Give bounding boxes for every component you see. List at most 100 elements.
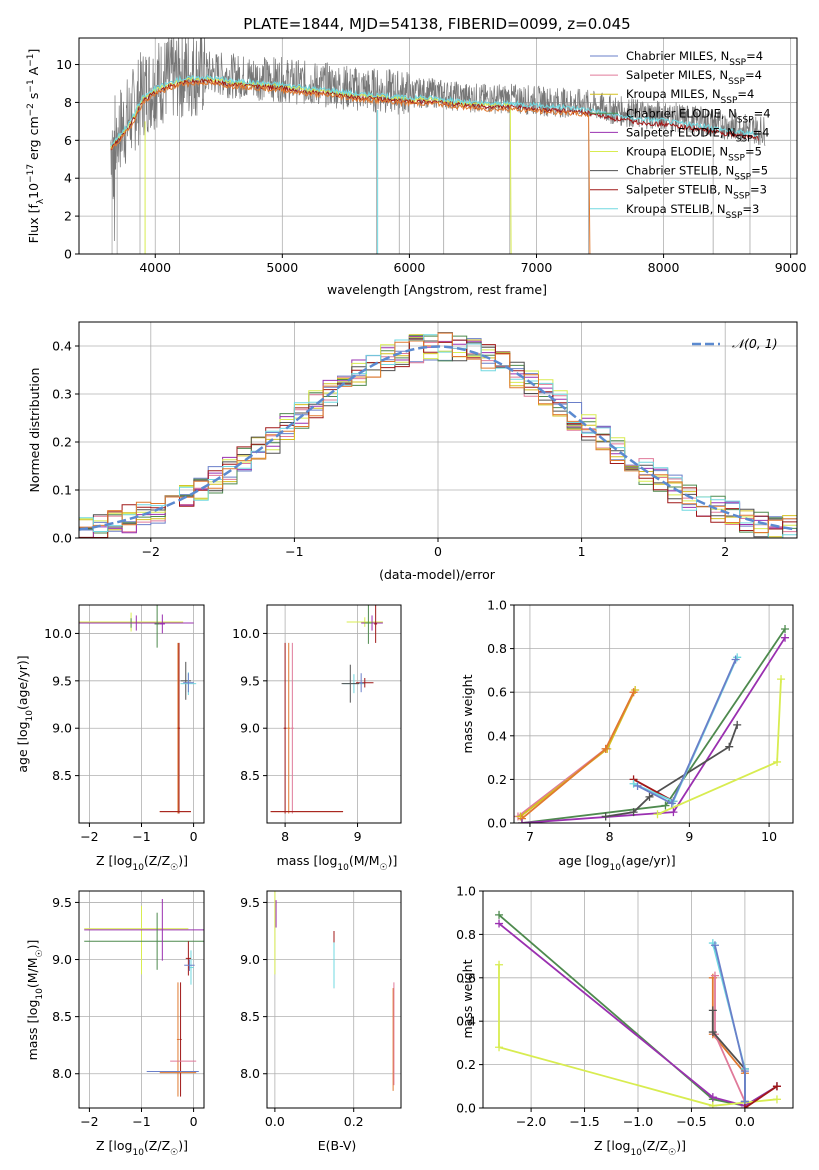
series-line [498, 922, 778, 1107]
tick-label-x: 2 [721, 544, 729, 559]
axes-massweight_vs_Z: −2.0 −1.5 −1.0 −0.5 0.0 0.0 0.2 0.4 0.6 0.8 1.0 [456, 884, 794, 1129]
x-axis-label: age [log10(age/yr)] [558, 853, 675, 873]
data-point [740, 1067, 749, 1076]
legend-label: Kroupa MILES, NSSP=4 [626, 87, 754, 106]
model-spectrum [110, 75, 512, 254]
legend-label: Salpeter ELODIE, NSSP=4 [626, 125, 769, 144]
y-axis-label: mass [log10(M/M☉)] [25, 940, 45, 1061]
tick-label-y: 9.0 [52, 952, 72, 967]
tick-label-x: 0 [190, 829, 198, 844]
data-point [740, 1104, 749, 1108]
legend-label: Salpeter MILES, NSSP=4 [626, 68, 762, 87]
series-line [637, 659, 737, 805]
tick-label-x: 7000 [521, 260, 553, 275]
series-line [744, 1085, 778, 1108]
data-point [669, 808, 678, 817]
legend-label: 𝒩(0, 1) [732, 336, 778, 351]
tick-label-y: 9.0 [52, 721, 72, 736]
tick-label-y: 9.0 [240, 721, 260, 736]
data-point [645, 792, 654, 801]
legend-label: Chabrier STELIB, NSSP=5 [626, 164, 768, 183]
x-axis-label: E(B-V) [318, 1138, 357, 1153]
data-point [653, 810, 662, 819]
tick-label-y: 0 [64, 247, 72, 262]
series-line [711, 1010, 746, 1102]
tick-label-y: 0.3 [52, 387, 72, 402]
axes-age_vs_mass: 8 9 8.5 9.0 9.5 10.0 [232, 604, 402, 844]
data-point [710, 941, 719, 950]
data-point [601, 744, 610, 753]
tick-label-y: 8.5 [240, 768, 260, 783]
plot-area-spectrum [110, 38, 766, 254]
tick-label-y: 8.0 [240, 1066, 260, 1081]
y-axis-label: mass weight [460, 674, 475, 753]
data-point [781, 624, 790, 633]
tick-label-y: 8.0 [52, 1066, 72, 1081]
tick-label-x: 0.0 [735, 1114, 755, 1129]
tick-label-x: −2.0 [516, 1114, 546, 1129]
histogram-series [79, 332, 797, 533]
axes-frame [266, 890, 402, 1109]
tick-label-x: 4000 [139, 260, 171, 275]
data-point [708, 1028, 717, 1037]
data-point [629, 688, 638, 697]
data-point [777, 675, 786, 684]
data-point [661, 801, 670, 810]
tick-label-x: −2 [80, 829, 98, 844]
tick-label-y: 0.2 [52, 435, 72, 450]
tick-label-y: 0.0 [52, 531, 72, 546]
legend-label: Kroupa ELODIE, NSSP=5 [626, 145, 762, 164]
series-line [711, 942, 746, 1102]
axes-frame [266, 604, 402, 824]
data-point [708, 1101, 717, 1108]
tick-label-x: 5000 [266, 260, 298, 275]
data-point [495, 960, 504, 969]
x-axis-label: Z [log10(Z/Z☉)] [96, 1138, 188, 1158]
model-spectrum [110, 74, 759, 147]
series-line [519, 689, 637, 818]
tick-label-x: −2 [142, 544, 160, 559]
figure-title: PLATE=1844, MJD=54138, FIBERID=0099, z=0… [243, 15, 630, 33]
plot-area-mass_vs_EBV [274, 891, 395, 1091]
data-point [781, 633, 790, 642]
x-axis-label: mass [log10(M/M☉)] [277, 853, 398, 873]
tick-label-y: 0.8 [456, 927, 476, 942]
y-axis-label: Flux [fλ10−17 erg cm−2 s−1 A−1] [26, 49, 46, 244]
tick-label-y: 1.0 [456, 884, 476, 899]
tick-label-x: 9 [354, 829, 362, 844]
data-point [710, 971, 719, 980]
data-point [773, 757, 782, 766]
tick-label-y: 10 [56, 57, 72, 72]
tick-label-y: 9.5 [52, 673, 72, 688]
axes-frame [513, 604, 794, 824]
tick-label-y: 8 [64, 95, 72, 110]
legend-label: Chabrier ELODIE, NSSP=4 [626, 106, 771, 125]
tick-label-y: 8.5 [52, 1009, 72, 1024]
plot-area-residual_histogram [79, 332, 797, 538]
tick-label-y: 0.0 [456, 1101, 476, 1116]
tick-label-x: 9 [685, 829, 693, 844]
tick-label-y: 0.6 [487, 685, 507, 700]
x-axis-label: wavelength [Angstrom, rest frame] [327, 282, 547, 297]
data-point [629, 808, 638, 817]
tick-label-x: 0.0 [265, 1114, 285, 1129]
data-point [495, 910, 504, 919]
data-point [733, 720, 742, 729]
tick-label-y: 9.0 [240, 952, 260, 967]
tick-label-x: −1 [285, 544, 303, 559]
tick-label-y: 2 [64, 209, 72, 224]
y-axis-label: mass weight [460, 959, 475, 1038]
tick-label-x: −2 [80, 1114, 98, 1129]
tick-label-x: −1.0 [623, 1114, 653, 1129]
tick-label-x: 10 [761, 829, 777, 844]
data-point [633, 781, 642, 790]
data-point [708, 1093, 717, 1102]
tick-label-x: 6000 [394, 260, 426, 275]
tick-label-y: 4 [64, 171, 72, 186]
tick-label-x: −1.5 [569, 1114, 599, 1129]
tick-label-y: 10.0 [44, 626, 72, 641]
plot-area-massweight_vs_Z [495, 910, 781, 1108]
tick-label-x: 7 [526, 829, 534, 844]
tick-label-y: 0.2 [487, 772, 507, 787]
